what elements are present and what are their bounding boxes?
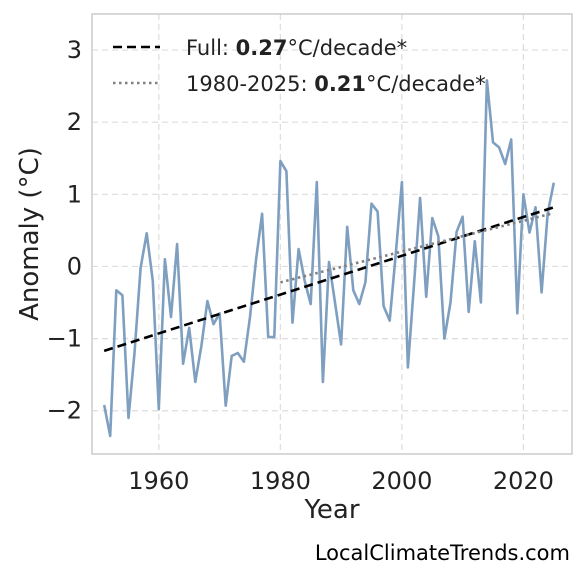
legend: Full: 0.27°C/decade*1980-2025: 0.21°C/de… [113, 36, 486, 96]
y-tick-label: −1 [47, 325, 82, 353]
grid-lines [92, 14, 572, 454]
y-tick-label: 0 [67, 252, 82, 280]
y-axis-ticks: −2 −1 0 1 2 3 [47, 36, 82, 425]
y-tick-label: −2 [47, 397, 82, 425]
legend-label-prefix: Full: [186, 36, 236, 60]
x-axis-label: Year [303, 495, 359, 525]
y-tick-label: 3 [67, 36, 82, 64]
y-tick-label: 1 [67, 180, 82, 208]
plot-frame [91, 13, 573, 455]
anomaly-series-line [102, 79, 556, 438]
x-tick-label: 2020 [493, 467, 554, 495]
legend-label-0: Full: 0.27°C/decade* [186, 36, 407, 60]
legend-trend-value: 0.27 [236, 36, 288, 60]
legend-label-unit: °C/decade* [366, 72, 486, 96]
plot-area [92, 14, 572, 454]
data-series [102, 79, 556, 438]
x-axis-ticks: 1960 1980 2000 2020 [128, 467, 554, 495]
trend-line-1 [280, 211, 555, 284]
legend-label-1: 1980-2025: 0.21°C/decade* [186, 72, 486, 96]
y-axis-label: Anomaly (°C) [15, 147, 45, 321]
y-tick-label: 2 [67, 108, 82, 136]
x-tick-label: 1960 [128, 467, 189, 495]
site-credit: LocalClimateTrends.com [315, 541, 570, 565]
x-tick-label: 2000 [371, 467, 432, 495]
legend-label-unit: °C/decade* [288, 36, 408, 60]
legend-label-prefix: 1980-2025: [186, 72, 314, 96]
trend-lines [103, 206, 555, 353]
x-tick-label: 1980 [250, 467, 311, 495]
legend-trend-value: 0.21 [314, 72, 366, 96]
